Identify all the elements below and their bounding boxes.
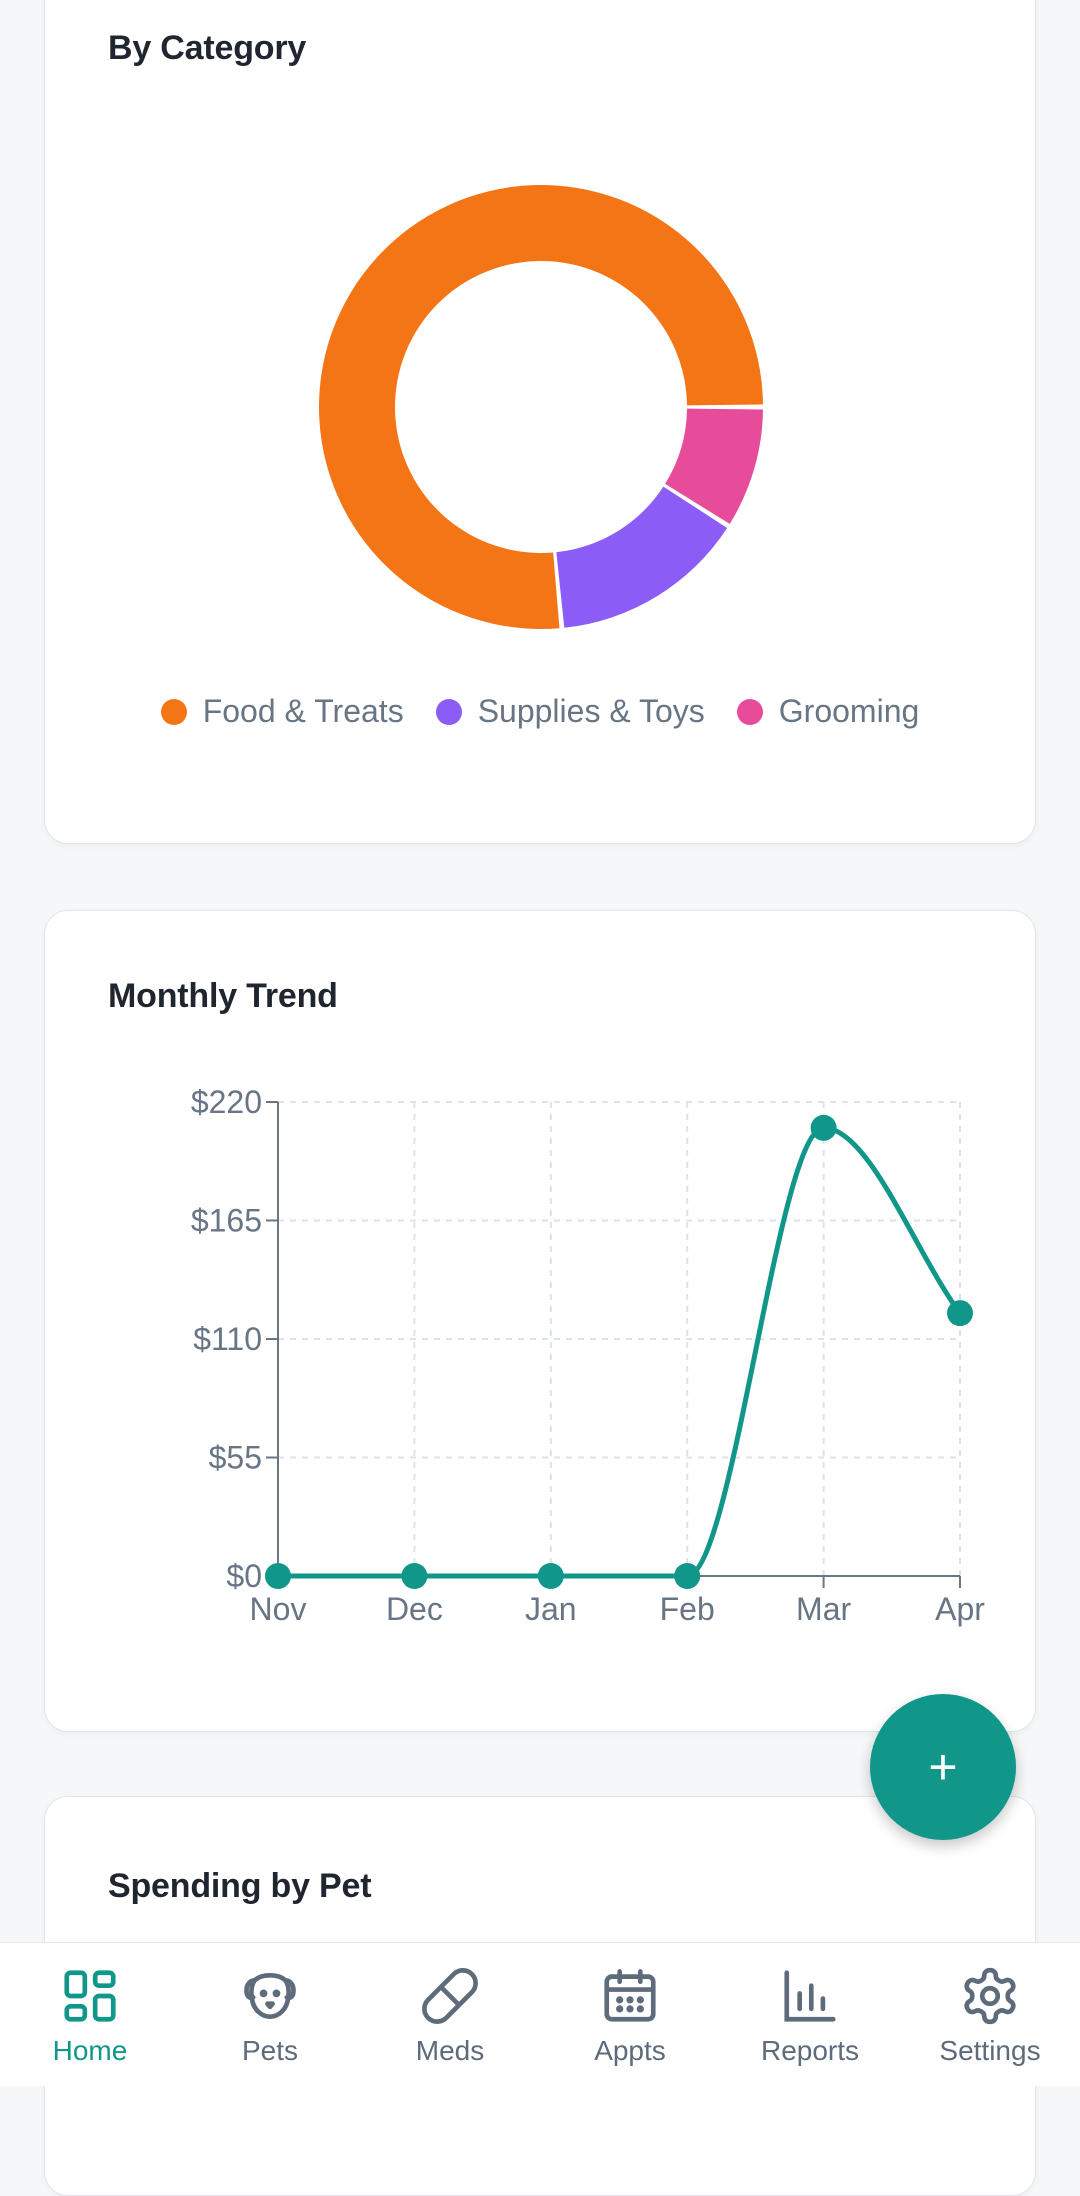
gear-icon [964,1967,1016,2025]
nav-label-reports: Reports [760,2035,860,2066]
monthly-trend-chart: $0 $55 $110 $165 $220 Nov Dec Jan Feb Mar Apr [191,1084,985,1627]
x-tick-label: Mar [796,1591,851,1627]
trend-line [278,1125,963,1579]
data-point-feb[interactable] [674,1563,701,1589]
nav-label-pets: Pets [241,2035,299,2066]
legend-item-grooming: Grooming [736,693,920,730]
trend-card: Monthly Trend $0 $55 $110 $165 $220 Nov Dec Jan… [44,910,1036,1732]
legend-dot-food [160,698,187,725]
data-point-apr[interactable] [947,1300,973,1327]
nav-item-reports[interactable]: Reports [725,1943,895,2086]
legend-label-food: Food & Treats [202,693,404,729]
nav-label-home: Home [52,2035,128,2066]
data-point-jan[interactable] [537,1563,564,1589]
legend-item-food: Food & Treats [160,693,404,730]
y-tick-label: $0 [226,1558,262,1594]
y-tick-label: $165 [191,1203,262,1239]
bottom-nav: Home Pets Meds Appts Reports [0,1942,1080,2086]
dog-icon [244,1973,296,2019]
plus-icon: + [928,1739,958,1795]
add-expense-button[interactable]: + [870,1694,1016,1840]
x-tick-label: Dec [386,1591,443,1627]
donut-slice-1 [318,184,763,629]
data-point-mar[interactable] [810,1114,837,1141]
y-tick-label: $220 [191,1084,262,1120]
legend-item-supplies: Supplies & Toys [435,693,705,730]
legend-label-supplies: Supplies & Toys [477,693,705,729]
nav-item-appts[interactable]: Appts [545,1943,715,2086]
nav-label-settings: Settings [939,2035,1041,2066]
bar-chart-icon [784,1970,836,2022]
donut-slice-2 [556,486,728,628]
category-card-title: By Category [108,29,307,67]
legend-label-grooming: Grooming [778,693,920,729]
data-point-nov[interactable] [265,1563,291,1589]
category-donut-chart [318,184,763,629]
calendar-icon [604,1969,656,2022]
category-card: By Category Food & Treats Supplies & Toy… [44,0,1036,844]
nav-label-appts: Appts [594,2035,666,2066]
nav-item-meds[interactable]: Meds [365,1943,535,2086]
nav-label-meds: Meds [415,2035,485,2066]
pill-icon [422,1968,478,2024]
donut-slice-3 [665,408,763,524]
nav-item-settings[interactable]: Settings [905,1943,1075,2086]
pet-card-title: Spending by Pet [108,1867,372,1905]
y-tick-label: $55 [209,1440,262,1476]
nav-item-home[interactable]: Home [5,1943,175,2086]
nav-item-pets[interactable]: Pets [185,1943,355,2086]
trend-card-title: Monthly Trend [108,977,338,1015]
x-tick-label: Feb [660,1591,715,1627]
y-tick-label: $110 [193,1321,262,1357]
legend-dot-supplies [435,698,462,725]
x-tick-label: Apr [935,1591,985,1627]
legend-dot-grooming [736,698,763,725]
x-tick-label: Jan [525,1591,577,1627]
category-legend: Food & Treats Supplies & Toys Grooming [45,693,1035,730]
data-point-dec[interactable] [401,1563,428,1589]
grid-icon [64,1970,116,2022]
x-tick-label: Nov [250,1591,307,1627]
